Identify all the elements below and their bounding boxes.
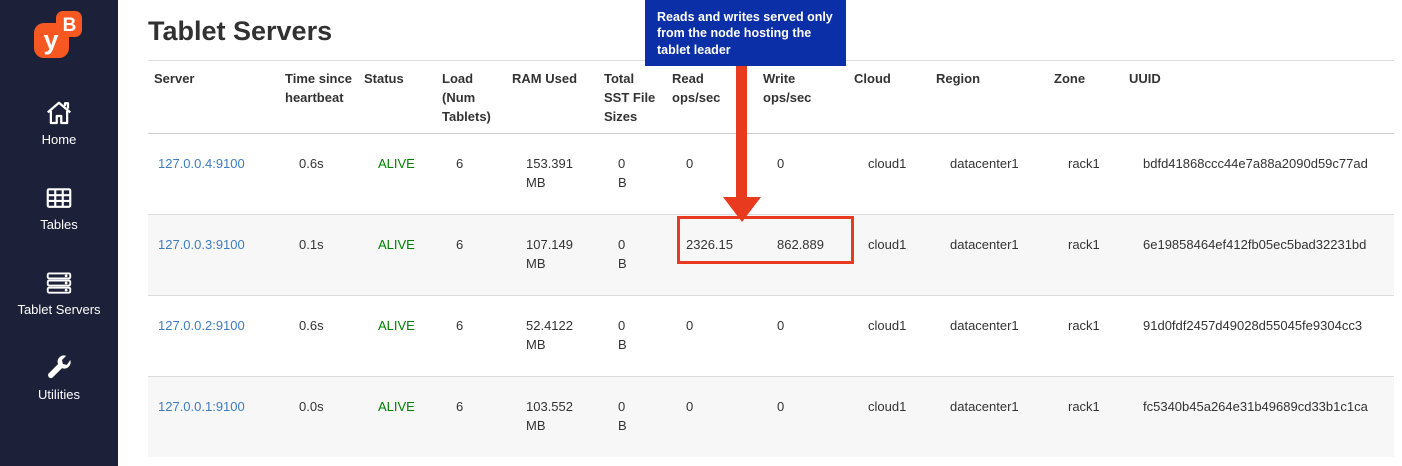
cell-write: 862.889 [757,213,848,296]
cell-uuid: 6e19858464ef412fb05ec5bad32231bd [1123,213,1394,296]
cell-uuid: 91d0fdf2457d49028d55045fe9304cc3 [1123,294,1394,377]
column-header: Load (Num Tablets) [436,60,506,134]
sidebar-nav: Home Tables [0,98,118,404]
cell-region: datacenter1 [930,213,1048,296]
tablet-servers-table: Server Time since heartbeat Status Load (Nu… [148,60,1394,458]
column-header: Status [358,60,436,134]
cell-region: datacenter1 [950,155,1019,171]
table-row: 127.0.0.3:9100 0.1s ALIVE 6 107.149 MB 0 B 2326.… [148,213,1394,296]
cell-server: 127.0.0.1:9100 [148,375,279,458]
cell-zone: rack1 [1068,155,1100,171]
utilities-icon [0,353,118,383]
annotation-highlight-box [677,216,854,264]
home-icon [0,98,118,128]
yugabyte-logo[interactable]: y B [30,8,84,64]
column-header: RAM Used [506,60,598,134]
tablet-servers-icon [0,268,118,298]
table-row: 127.0.0.1:9100 0.0s ALIVE 6 103.552 MB 0 B 0 0 clo… [148,375,1394,458]
cell-read: 0 [666,294,757,377]
sidebar-item-label: Home [41,132,77,147]
svg-text:B: B [63,15,77,36]
cell-time: 0.1s [279,213,358,296]
column-header: Write ops/sec [757,60,848,134]
annotation-arrow [736,66,747,198]
tables-icon [0,183,118,213]
cell-cloud: cloud1 [848,213,930,296]
cell-load: 6 [436,213,506,296]
sidebar: y B Home [0,0,118,466]
cell-read: 0 [666,375,757,458]
table-row: 127.0.0.4:9100 0.6s ALIVE 6 153.391 MB 0 B 0 0 clo… [148,133,1394,214]
column-header: Zone [1048,60,1123,134]
server-link[interactable]: 127.0.0.1:9100 [158,398,245,414]
page-title: Tablet Servers [148,16,333,46]
cell-ram: 107.149 MB [506,213,598,296]
cell-uuid: bdfd41868ccc44e7a88a2090d59c77ad [1143,155,1368,171]
cell-cloud: cloud1 [848,375,930,458]
cell-status: ALIVE [358,213,436,296]
cell-read: 0 [686,155,694,171]
cell-load: 6 [436,294,506,377]
sidebar-item-label: Tablet Servers [17,302,101,317]
annotation-callout: Reads and writes served only from the no… [645,0,846,66]
table-row: 127.0.0.2:9100 0.6s ALIVE 6 52.4122 MB 0 B 0 0 clo… [148,294,1394,377]
cell-status: ALIVE [358,375,436,458]
column-header: UUID [1123,60,1394,134]
column-header: Total SST File Sizes [598,60,666,134]
cell-region: datacenter1 [930,375,1048,458]
server-link[interactable]: 127.0.0.4:9100 [158,155,245,171]
column-header: Server [148,60,279,134]
cell-zone: rack1 [1048,294,1123,377]
table-header-row: Server Time since heartbeat Status Load (Nu… [148,60,1394,134]
cell-time: 0.6s [279,294,358,377]
column-header: Time since heartbeat [279,60,358,134]
cell-time: 0.6s [299,155,324,171]
cell-load: 6 [456,155,464,171]
cell-ram: 52.4122 MB [506,294,598,377]
cell-write: 0 [757,375,848,458]
column-header: Region [930,60,1048,134]
cell-zone: rack1 [1048,375,1123,458]
cell-time: 0.0s [279,375,358,458]
cell-uuid: fc5340b45a264e31b49689cd33b1c1ca [1123,375,1394,458]
column-header: Cloud [848,60,930,134]
cell-server: 127.0.0.4:9100 [148,133,279,214]
cell-cloud: cloud1 [868,155,907,171]
cell-region: datacenter1 [930,294,1048,377]
sidebar-item-label: Tables [40,217,78,232]
cell-load: 6 [436,375,506,458]
svg-text:y: y [43,25,58,55]
sidebar-item-tablet-servers[interactable]: Tablet Servers [0,268,118,319]
cell-server: 127.0.0.2:9100 [148,294,279,377]
table-body: 127.0.0.4:9100 0.6s ALIVE 6 153.391 MB 0 B 0 0 clo… [148,133,1394,458]
cell-write: 0 [777,155,785,171]
cell-ram: 153.391 MB [526,155,573,190]
yugabyte-logo-icon: y B [34,11,82,58]
sidebar-item-label: Utilities [38,387,80,402]
cell-write: 0 [757,294,848,377]
cell-read: 2326.15 [666,213,757,296]
cell-status: ALIVE [378,155,415,171]
cell-cloud: cloud1 [848,294,930,377]
main-content: Tablet Servers Server Time since heartbea… [118,0,1402,458]
cell-zone: rack1 [1048,213,1123,296]
cell-server: 127.0.0.3:9100 [148,213,279,296]
cell-ram: 103.552 MB [506,375,598,458]
sidebar-item-tables[interactable]: Tables [0,183,118,234]
sidebar-item-home[interactable]: Home [0,98,118,149]
cell-status: ALIVE [358,294,436,377]
sidebar-item-utilities[interactable]: Utilities [0,353,118,404]
server-link[interactable]: 127.0.0.3:9100 [158,236,245,252]
server-link[interactable]: 127.0.0.2:9100 [158,317,245,333]
